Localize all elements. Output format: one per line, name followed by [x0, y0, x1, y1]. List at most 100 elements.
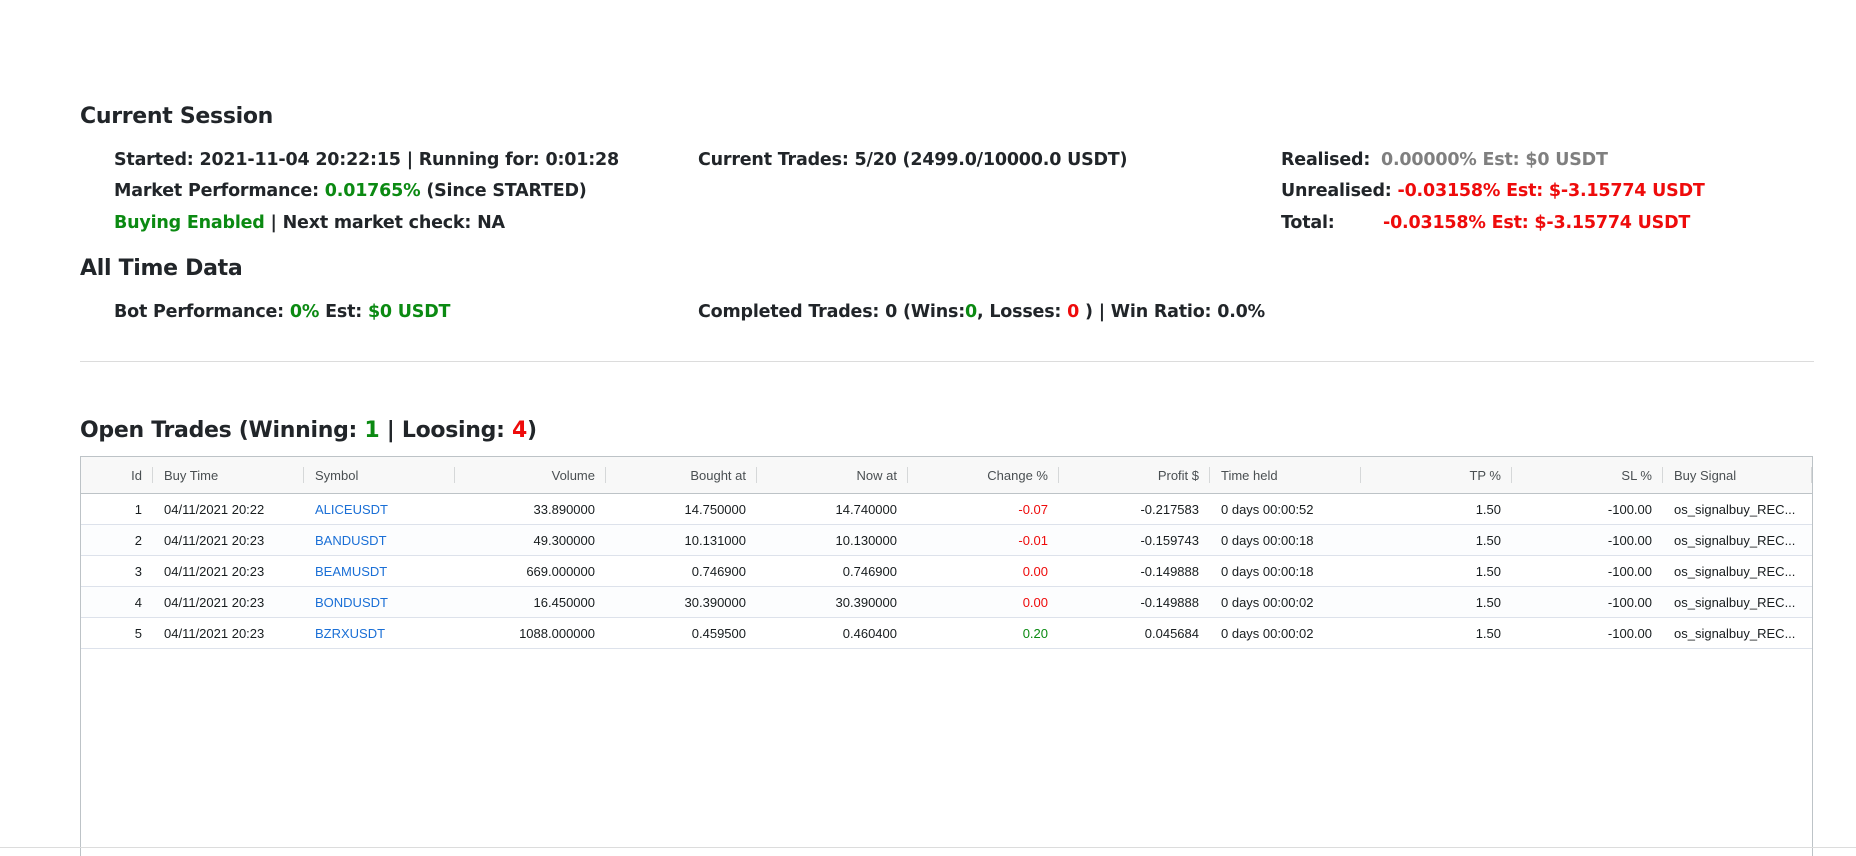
cell-buy-signal: os_signalbuy_REC...	[1674, 533, 1796, 548]
total-label: Total:	[1281, 213, 1335, 233]
unrealised-line: Unrealised: -0.03158% Est: $-3.15774 USD…	[1281, 181, 1705, 201]
column-header-now-at[interactable]: Now at	[757, 457, 908, 493]
winning-count: 1	[364, 418, 380, 443]
table-row[interactable]: 2 04/11/2021 20:23 BANDUSDT 49.300000 10.131…	[81, 525, 1812, 556]
section-divider	[80, 361, 1814, 362]
cell-now-at: 14.740000	[835, 502, 897, 517]
cell-profit: -0.149888	[1140, 564, 1199, 579]
cell-symbol[interactable]: BANDUSDT	[315, 533, 387, 548]
market-perf-value: 0.01765%	[324, 181, 421, 201]
cell-tp: 1.50	[1475, 595, 1501, 610]
cell-time-held: 0 days 00:00:52	[1221, 502, 1314, 517]
cell-buy-time: 04/11/2021 20:22	[164, 502, 265, 517]
unrealised-value: -0.03158% Est: $-3.15774 USDT	[1397, 181, 1705, 201]
started-value: 2021-11-04 20:22:15	[199, 150, 401, 170]
losses-label: , Losses:	[976, 302, 1062, 322]
cell-symbol[interactable]: ALICEUSDT	[315, 502, 388, 517]
cell-time-held: 0 days 00:00:02	[1221, 595, 1314, 610]
loosing-count: 4	[511, 418, 527, 443]
win-ratio-value: 0.0%	[1217, 302, 1265, 322]
column-header-bought-at[interactable]: Bought at	[606, 457, 757, 493]
column-header-sl[interactable]: SL %	[1512, 457, 1663, 493]
cell-volume: 669.000000	[526, 564, 595, 579]
cell-tp: 1.50	[1475, 564, 1501, 579]
table-row[interactable]: 1 04/11/2021 20:22 ALICEUSDT 33.890000 14.75…	[81, 494, 1812, 525]
market-perf-suffix: (Since STARTED)	[426, 181, 587, 201]
cell-change: -0.07	[1018, 502, 1048, 517]
cell-buy-signal: os_signalbuy_REC...	[1674, 502, 1796, 517]
cell-profit: -0.159743	[1140, 533, 1199, 548]
cell-profit: -0.149888	[1140, 595, 1199, 610]
cell-tp: 1.50	[1475, 533, 1501, 548]
cell-sl: -100.00	[1607, 533, 1652, 548]
cell-now-at: 10.130000	[835, 533, 897, 548]
cell-bought-at: 0.459500	[691, 626, 746, 641]
column-header-id[interactable]: Id	[81, 457, 153, 493]
column-header-buy-signal[interactable]: Buy Signal	[1663, 457, 1812, 493]
started-label: Started:	[114, 150, 194, 170]
market-perf-label: Market Performance:	[114, 181, 319, 201]
cell-id: 1	[134, 502, 142, 517]
cell-change: 0.00	[1022, 595, 1048, 610]
column-header-volume[interactable]: Volume	[455, 457, 606, 493]
cell-bought-at: 14.750000	[684, 502, 746, 517]
cell-symbol[interactable]: BEAMUSDT	[315, 564, 388, 579]
cell-id: 3	[134, 564, 142, 579]
cell-sl: -100.00	[1607, 626, 1652, 641]
cell-bought-at: 10.131000	[684, 533, 746, 548]
cell-profit: -0.217583	[1140, 502, 1199, 517]
cell-time-held: 0 days 00:00:18	[1221, 564, 1314, 579]
open-trades-title: Open Trades (Winning: 1 | Loosing: 4)	[80, 418, 537, 443]
cell-volume: 1088.000000	[519, 626, 595, 641]
cell-time-held: 0 days 00:00:18	[1221, 533, 1314, 548]
cell-change: 0.20	[1022, 626, 1048, 641]
cell-symbol[interactable]: BONDUSDT	[315, 595, 388, 610]
current-trades-label: Current Trades:	[698, 150, 849, 170]
unrealised-label: Unrealised:	[1281, 181, 1392, 201]
win-ratio-label: ) | Win Ratio:	[1085, 302, 1212, 322]
buying-status: Buying Enabled	[114, 213, 265, 233]
realised-value: 0.00000% Est: $0 USDT	[1381, 150, 1608, 170]
running-value: 0:01:28	[545, 150, 619, 170]
cell-buy-time: 04/11/2021 20:23	[164, 626, 265, 641]
cell-now-at: 0.460400	[842, 626, 897, 641]
bot-perf-label: Bot Performance:	[114, 302, 284, 322]
cell-id: 4	[134, 595, 142, 610]
column-header-tp[interactable]: TP %	[1361, 457, 1512, 493]
cell-id: 5	[134, 626, 142, 641]
column-header-buy-time[interactable]: Buy Time	[153, 457, 304, 493]
open-trades-title-suffix: )	[526, 418, 537, 443]
cell-buy-time: 04/11/2021 20:23	[164, 533, 265, 548]
completed-value: 0	[885, 302, 898, 322]
cell-buy-time: 04/11/2021 20:23	[164, 564, 265, 579]
column-header-symbol[interactable]: Symbol	[304, 457, 455, 493]
bot-perf-value: 0%	[289, 302, 320, 322]
cell-id: 2	[134, 533, 142, 548]
wins-label: (Wins:	[903, 302, 965, 322]
cell-tp: 1.50	[1475, 626, 1501, 641]
open-trades-title-prefix: Open Trades (Winning:	[80, 418, 358, 443]
cell-sl: -100.00	[1607, 502, 1652, 517]
cell-now-at: 0.746900	[842, 564, 897, 579]
realised-label: Realised:	[1281, 150, 1371, 170]
column-header-change[interactable]: Change %	[908, 457, 1059, 493]
cell-sl: -100.00	[1607, 595, 1652, 610]
bot-performance-line: Bot Performance: 0% Est: $0 USDT	[114, 302, 450, 322]
column-header-profit[interactable]: Profit $	[1059, 457, 1210, 493]
cell-buy-time: 04/11/2021 20:23	[164, 595, 265, 610]
started-line: Started: 2021-11-04 20:22:15 | Running f…	[114, 150, 619, 170]
table-row[interactable]: 3 04/11/2021 20:23 BEAMUSDT 669.000000 0.746…	[81, 556, 1812, 587]
next-check-value: NA	[477, 213, 505, 233]
bot-est-value: $0 USDT	[367, 302, 451, 322]
total-value: -0.03158% Est: $-3.15774 USDT	[1383, 213, 1691, 233]
bot-est-label: Est:	[325, 302, 363, 322]
grid-header: Id Buy Time Symbol Volume Bought at Now …	[81, 457, 1812, 494]
cell-now-at: 30.390000	[835, 595, 897, 610]
table-row[interactable]: 4 04/11/2021 20:23 BONDUSDT 16.450000 30.390…	[81, 587, 1812, 618]
cell-volume: 33.890000	[533, 502, 595, 517]
next-check-label: | Next market check:	[270, 213, 472, 233]
column-header-time-held[interactable]: Time held	[1210, 457, 1361, 493]
table-row[interactable]: 5 04/11/2021 20:23 BZRXUSDT 1088.000000 0.45…	[81, 618, 1812, 649]
page-bottom-divider	[0, 847, 1856, 848]
cell-symbol[interactable]: BZRXUSDT	[315, 626, 386, 641]
